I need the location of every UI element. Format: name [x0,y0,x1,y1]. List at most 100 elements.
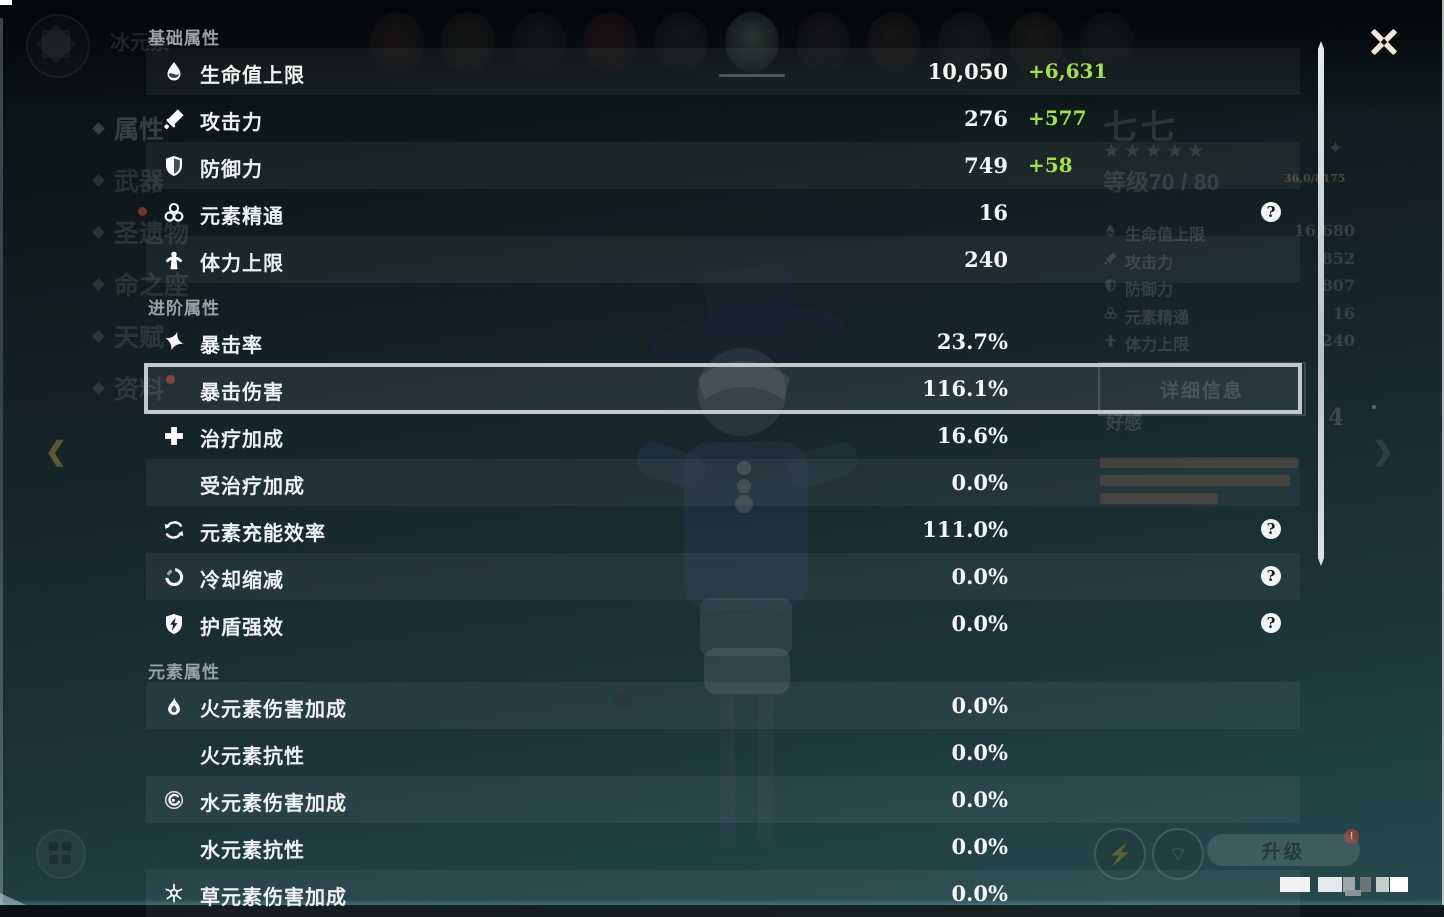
sidebar-item-label: 圣遗物 [114,220,190,248]
background-stat-label: 生命值上限 [1125,227,1206,244]
character-avatar [370,12,424,72]
pyro-icon [162,694,186,718]
diamond-bullet-icon [92,277,105,291]
stat-row[interactable]: 水元素抗性 0.0% [146,823,1300,870]
stat-row[interactable]: 攻击力 276 +577 [146,95,1300,142]
help-icon[interactable]: ? [1261,519,1281,539]
character-avatar [796,12,850,72]
stat-bonus-value: +6,631 [1028,59,1108,83]
stat-value: 23.7% [936,329,1008,354]
atk-icon [162,107,186,131]
outfit-button: ⌔ [1152,828,1204,880]
stat-label: 冷却缩减 [200,570,284,592]
left-edge-window-strip [0,18,3,905]
sidebar-item-1: 属性 [92,110,164,146]
censor-block [1318,877,1342,892]
character-exp-fragment: 36,0/8175 [1284,172,1346,185]
stat-value: 0.0% [951,834,1009,859]
stat-label: 草元素伤害加成 [200,887,347,909]
scrollbar[interactable] [1318,41,1324,566]
stamina-icon [162,248,186,272]
stat-value: 0.0% [951,740,1009,765]
sidebar-item-6: 资料 [92,370,165,406]
sidebar-item-label: 命之座 [114,272,190,300]
stat-row[interactable]: 草元素伤害加成 0.0% [146,870,1300,917]
close-icon [1371,29,1397,55]
stat-label: 受治疗加成 [200,476,305,498]
background-stat-label: 体力上限 [1125,337,1190,354]
stat-row[interactable]: 元素充能效率 111.0%? [146,506,1300,553]
friendship-label: 好感 [1106,413,1142,433]
sidebar-item-5: 天赋 [92,318,165,354]
elemental-mastery-icon [1103,306,1118,321]
level-up-alert-badge: ! [1344,829,1359,844]
next-character-arrow-icon: ❯ [1372,436,1394,466]
character-avatar [1080,12,1134,72]
hydro-icon [162,788,186,812]
character-avatar [654,12,708,72]
party-emblem-icon [26,14,90,78]
section-title: 基础属性 [148,29,220,48]
level-up-button: 升级 [1207,834,1360,866]
stat-row[interactable]: 生命值上限 10,050 +6,631 [146,48,1300,95]
stat-value: 0.0% [951,693,1009,718]
stat-row[interactable]: 暴击率 23.7% [146,318,1300,365]
stat-label: 治疗加成 [200,429,284,451]
stat-row[interactable]: 防御力 749 +58 [146,142,1300,189]
artifact-quick-button: ⚡ [1094,828,1146,880]
character-avatar [441,12,495,72]
stat-row[interactable]: 受治疗加成 0.0% [146,459,1300,506]
censor-block [1360,877,1371,892]
stat-label: 水元素伤害加成 [200,793,347,815]
cooldown-reduction-icon [162,565,186,589]
stat-label: 暴击率 [200,335,263,357]
stat-row[interactable]: 元素精通 16? [146,189,1300,236]
stat-label: 火元素抗性 [200,746,305,768]
sidebar-item-label: 天赋 [114,324,165,352]
attribute-detail-panel: 基础属性生命值上限 10,050 +6,631 攻击力 276 +577 防御力 749 +58… [146,0,1300,917]
detail-info-button: 详细信息 [1098,362,1306,416]
stat-row[interactable]: 护盾强效 0.0%? [146,600,1300,647]
background-stat-value: 16 [1332,303,1355,323]
stat-value: 276 [964,106,1008,131]
stat-value: 0.0% [951,881,1009,906]
def-icon [1103,278,1118,293]
stat-value: 240 [964,247,1008,272]
character-avatar [867,12,921,72]
stat-row[interactable]: 火元素抗性 0.0% [146,729,1300,776]
character-avatar [583,12,637,72]
stat-row-selected[interactable]: 暴击伤害 116.1% [146,365,1300,412]
stat-value: 10,050 [927,59,1008,84]
element-sparkle-icon: ✦ [1328,138,1344,158]
character-description-line [1100,475,1290,486]
stat-label: 护盾强效 [200,617,284,639]
background-stat-value: 16,680 [1293,221,1355,240]
background-stat-value: 240 [1321,331,1355,350]
stat-value: 16 [978,200,1008,225]
stat-row[interactable]: 水元素伤害加成 0.0% [146,776,1300,823]
stat-row[interactable]: 治疗加成 16.6% [146,412,1300,459]
energy-recharge-icon [162,518,186,542]
stat-row[interactable]: 火元素伤害加成 0.0% [146,682,1300,729]
character-avatar [1009,12,1063,72]
stat-label: 体力上限 [200,253,284,275]
help-icon[interactable]: ? [1261,202,1281,222]
stat-label: 元素精通 [200,206,284,228]
diamond-bullet-icon [92,225,105,239]
help-icon[interactable]: ? [1261,613,1281,633]
diamond-bullet-icon [92,121,105,135]
stat-row[interactable]: 冷却缩减 0.0%? [146,553,1300,600]
background-stat-label: 攻击力 [1125,254,1174,272]
close-button[interactable] [1362,20,1406,64]
shield-strength-icon [162,612,186,636]
diamond-bullet-icon [92,173,105,187]
help-icon[interactable]: ? [1261,566,1281,586]
stat-row[interactable]: 体力上限 240 [146,236,1300,283]
hanger-icon: ⌔ [1168,843,1188,866]
character-level: 等级70 / 80 [1103,169,1220,195]
background-stat-label: 防御力 [1125,282,1174,299]
hp-icon [162,60,186,84]
elemental-mastery-icon [162,201,186,225]
sidebar-item-label: 资料 [114,376,165,404]
censor-block [1390,877,1408,892]
